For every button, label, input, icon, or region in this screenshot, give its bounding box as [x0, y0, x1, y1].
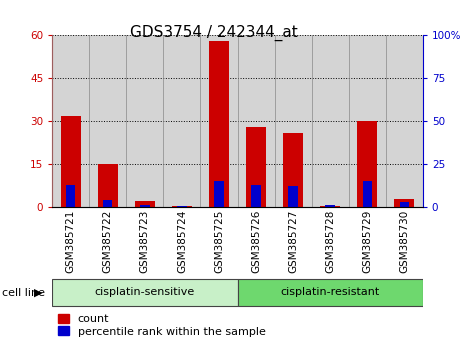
Bar — [312, 35, 349, 207]
Bar — [66, 185, 76, 207]
Bar — [89, 35, 126, 207]
Bar — [399, 202, 409, 207]
Bar — [251, 185, 261, 207]
Bar — [394, 199, 414, 207]
Bar — [283, 133, 303, 207]
Bar — [325, 205, 335, 207]
Bar — [140, 205, 150, 207]
Text: ▶: ▶ — [34, 288, 43, 298]
Bar — [288, 187, 298, 207]
Bar — [246, 127, 266, 207]
Bar — [200, 35, 238, 207]
Text: cell line: cell line — [2, 288, 46, 298]
Bar — [386, 35, 423, 207]
Bar — [320, 206, 340, 207]
Bar — [172, 206, 192, 207]
Bar — [52, 35, 89, 207]
Bar — [209, 41, 229, 207]
Text: cisplatin-resistant: cisplatin-resistant — [281, 287, 380, 297]
Bar — [52, 279, 238, 307]
Bar — [238, 35, 275, 207]
Bar — [103, 200, 113, 207]
Legend: count, percentile rank within the sample: count, percentile rank within the sample — [58, 314, 266, 337]
Bar — [349, 35, 386, 207]
Text: cisplatin-sensitive: cisplatin-sensitive — [95, 287, 195, 297]
Bar — [61, 115, 81, 207]
Bar — [177, 206, 187, 207]
Bar — [362, 181, 372, 207]
Bar — [98, 164, 118, 207]
Bar — [238, 279, 423, 307]
Bar — [126, 35, 163, 207]
Bar — [214, 181, 224, 207]
Text: GDS3754 / 242344_at: GDS3754 / 242344_at — [130, 25, 298, 41]
Bar — [163, 35, 200, 207]
Bar — [275, 35, 312, 207]
Bar — [135, 201, 155, 207]
Bar — [357, 121, 377, 207]
